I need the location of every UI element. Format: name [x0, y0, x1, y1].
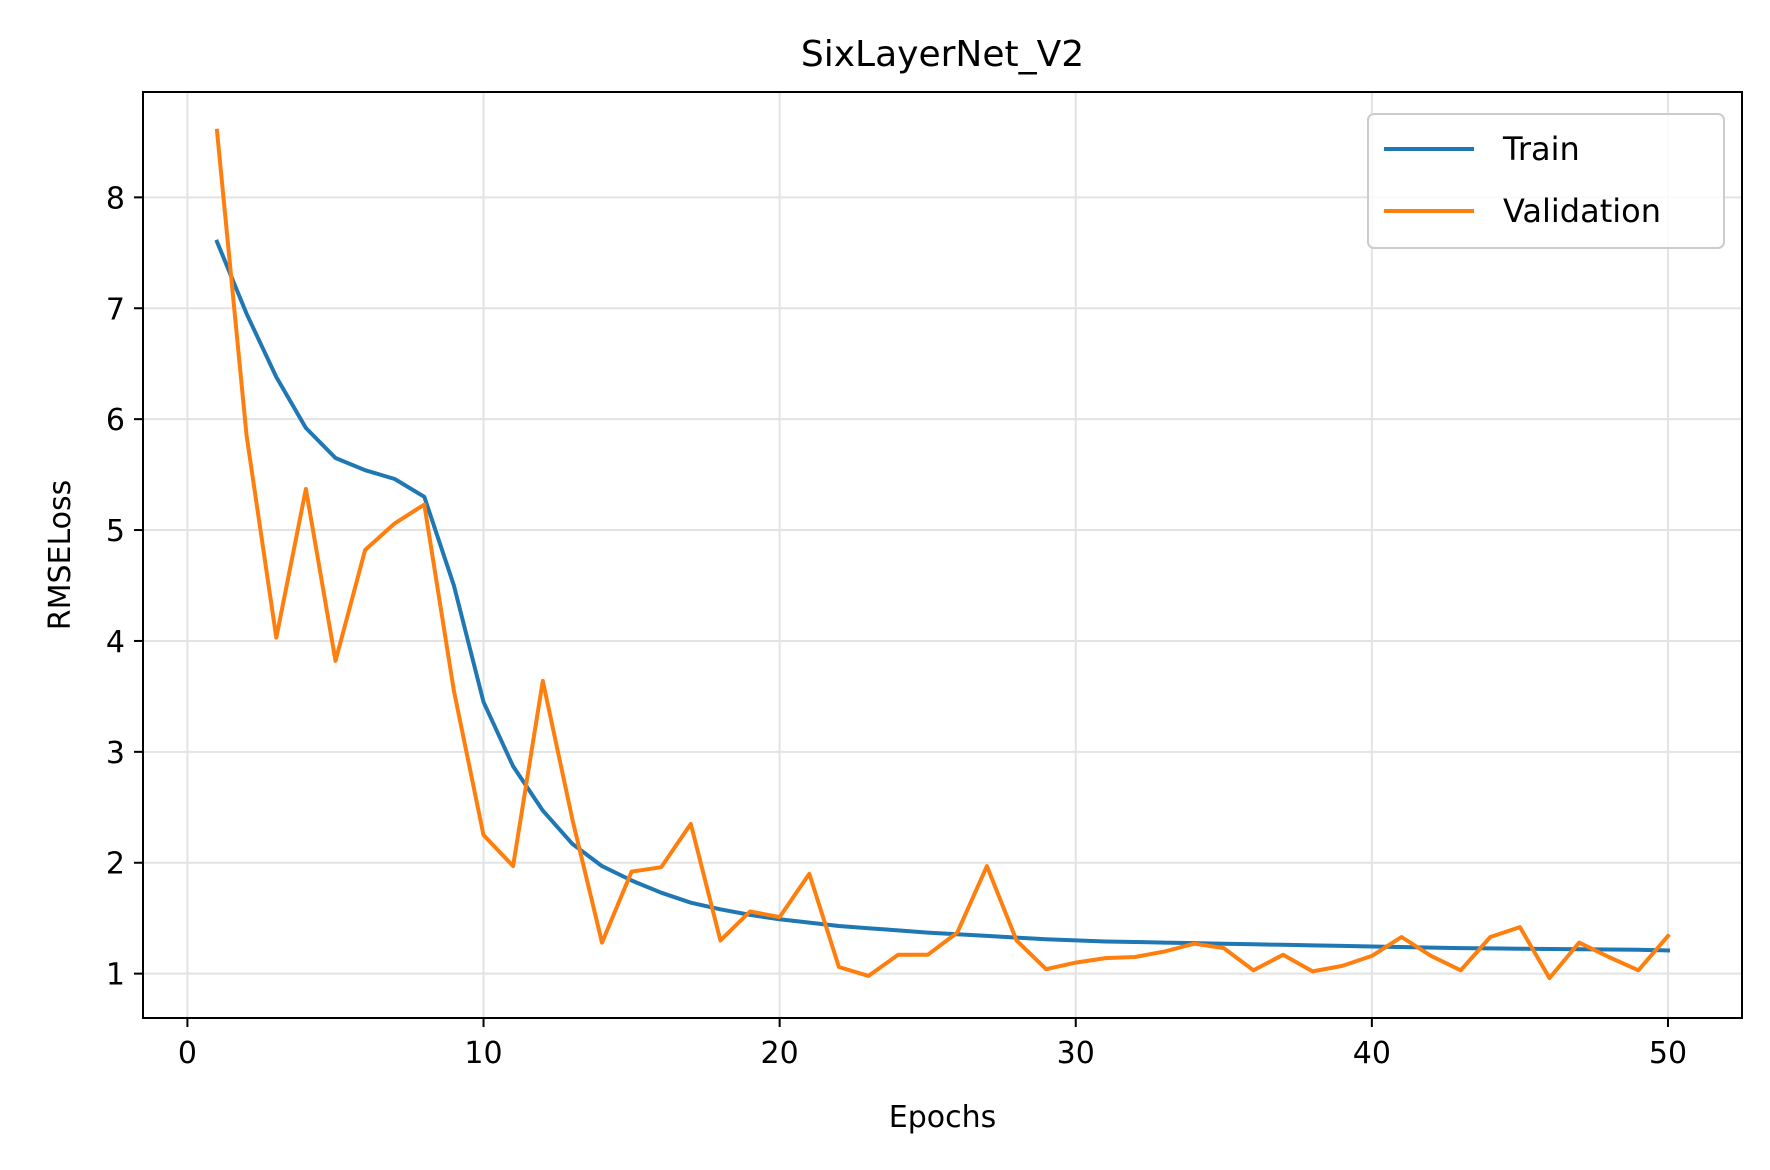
- y-tick-label: 1: [106, 958, 125, 993]
- y-axis-title: RMSELoss: [43, 480, 78, 631]
- x-axis-ticks: 0 10 20 30 40 50: [178, 1018, 1687, 1071]
- chart-title: SixLayerNet_V2: [801, 34, 1084, 75]
- x-tick-label: 20: [761, 1036, 799, 1071]
- y-tick-label: 6: [106, 403, 125, 438]
- x-tick-label: 40: [1353, 1036, 1391, 1071]
- series-lines: [214, 128, 1671, 981]
- plot-frame: [142, 91, 1743, 1019]
- x-axis-title: Epochs: [889, 1100, 997, 1135]
- y-tick-label: 7: [106, 292, 125, 327]
- legend-label-train: Train: [1502, 130, 1580, 168]
- y-tick-label: 5: [106, 514, 125, 549]
- x-tick-label: 10: [464, 1036, 502, 1071]
- x-tick-label: 50: [1649, 1036, 1687, 1071]
- legend: Train Validation: [1367, 113, 1725, 249]
- legend-label-validation: Validation: [1503, 192, 1661, 230]
- y-tick-label: 2: [106, 847, 125, 882]
- series-line-validation: [214, 128, 1671, 981]
- y-tick-label: 4: [106, 625, 125, 660]
- x-tick-label: 30: [1057, 1036, 1095, 1071]
- y-tick-label: 3: [106, 736, 125, 771]
- y-tick-label: 8: [106, 181, 125, 216]
- series-line-train: [214, 239, 1671, 953]
- x-tick-label: 0: [178, 1036, 197, 1071]
- y-axis-ticks: 1 2 3 4 5 6 7 8: [106, 181, 143, 993]
